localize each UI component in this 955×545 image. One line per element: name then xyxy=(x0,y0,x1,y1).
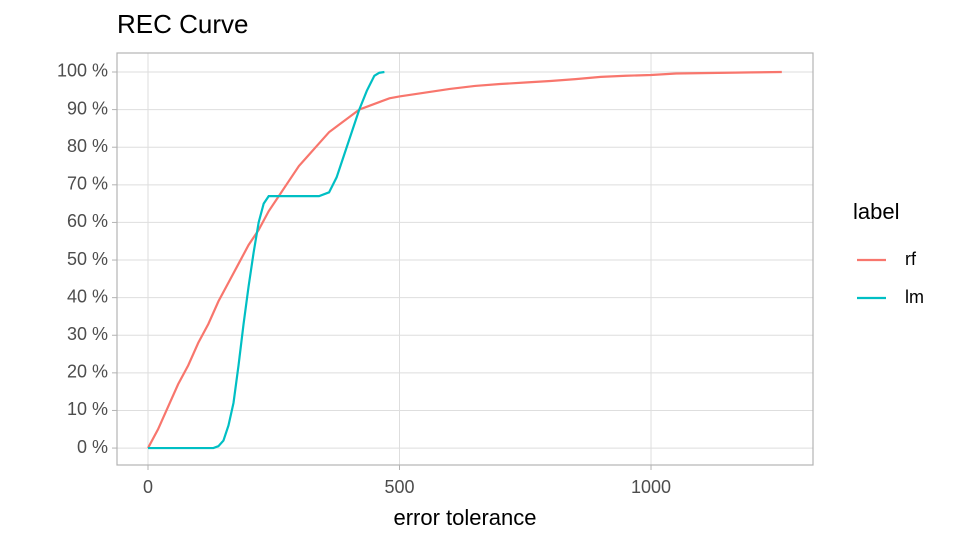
y-tick-label: 80 % xyxy=(67,136,108,156)
x-tick-label: 0 xyxy=(143,477,153,497)
y-tick-label: 90 % xyxy=(67,98,108,118)
legend-title: label xyxy=(853,199,899,224)
legend-label: rf xyxy=(905,249,917,269)
legend-label: lm xyxy=(905,287,924,307)
line xyxy=(147,70,385,450)
x-tick-label: 1000 xyxy=(631,477,671,497)
y-tick-label: 70 % xyxy=(67,174,108,194)
y-tick-label: 40 % xyxy=(67,286,108,306)
y-tick-label: 100 % xyxy=(57,61,108,81)
x-axis-title: error tolerance xyxy=(393,505,536,530)
x-tick-label: 500 xyxy=(384,477,414,497)
chart-title: REC Curve xyxy=(117,9,248,39)
panel-border xyxy=(116,52,814,466)
y-tick-label: 20 % xyxy=(67,362,108,382)
y-tick-label: 30 % xyxy=(67,324,108,344)
y-tick-label: 0 % xyxy=(77,437,108,457)
y-tick-label: 10 % xyxy=(67,399,108,419)
y-tick-label: 50 % xyxy=(67,249,108,269)
y-tick-label: 60 % xyxy=(67,211,108,231)
line xyxy=(147,70,782,449)
